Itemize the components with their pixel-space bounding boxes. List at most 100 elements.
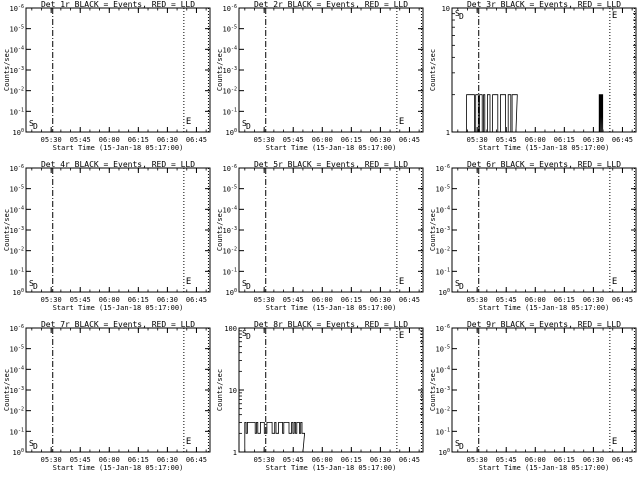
y-tick-label: 10-6 xyxy=(436,324,450,333)
detector-panel: Det 3r BLACK = Events, RED = LLD 1 10 Count… xyxy=(429,0,637,152)
x-axis-label: Start Time (15-Jan-18 05:17:00) xyxy=(266,304,397,312)
x-tick-label: 06:45 xyxy=(612,456,633,464)
y-tick-label: 10 xyxy=(442,5,450,13)
start-marker-label: S xyxy=(29,279,34,288)
x-tick-label: 06:00 xyxy=(525,296,546,304)
y-tick-label: 10-6 xyxy=(10,164,24,173)
plot-frame xyxy=(25,327,211,453)
y-tick-label: 10-5 xyxy=(223,185,237,194)
y-tick-label: 10-2 xyxy=(10,87,24,96)
y-tick-label: 10-3 xyxy=(223,66,237,75)
x-tick-label: 06:15 xyxy=(128,136,149,144)
x-axis-label: Start Time (15-Jan-18 05:17:00) xyxy=(53,304,184,312)
y-tick-label: 1 xyxy=(233,449,237,457)
dash-marker-label: D xyxy=(459,442,464,451)
x-tick-label: 05:45 xyxy=(283,456,304,464)
dash-marker-label: D xyxy=(246,122,251,131)
start-marker-label: S xyxy=(242,119,247,128)
end-marker-label: E xyxy=(612,11,617,21)
x-tick-label: 06:00 xyxy=(99,456,120,464)
y-axis-label: Counts/sec xyxy=(429,369,437,411)
panel-title: Det 5r BLACK = Events, RED = LLD xyxy=(254,160,408,169)
detector-panel: Det 8r BLACK = Events, RED = LLD 1 10 100 Co… xyxy=(216,320,424,472)
x-tick-label: 06:30 xyxy=(370,296,391,304)
y-tick-label: 100 xyxy=(439,448,450,457)
y-tick-label: 10-5 xyxy=(436,345,450,354)
x-tick-label: 05:30 xyxy=(41,456,62,464)
x-tick-label: 06:45 xyxy=(399,456,420,464)
panel-title: Det 3r BLACK = Events, RED = LLD xyxy=(467,0,621,9)
y-tick-label: 10-6 xyxy=(223,4,237,13)
y-axis-label: Counts/sec xyxy=(429,209,437,251)
panel-title: Det 9r BLACK = Events, RED = LLD xyxy=(467,320,621,329)
detector-panel: Det 9r BLACK = Events, RED = LLD 100 10-1 1… xyxy=(429,320,637,472)
end-marker-label: E xyxy=(186,117,191,127)
y-tick-label: 10-2 xyxy=(10,407,24,416)
y-axis-label: Counts/sec xyxy=(3,49,11,91)
plot-frame xyxy=(25,7,211,133)
x-axis-label: Start Time (15-Jan-18 05:17:00) xyxy=(53,464,184,472)
y-tick-label: 10 xyxy=(229,387,237,395)
start-marker-label: S xyxy=(242,329,247,338)
x-tick-label: 06:30 xyxy=(370,136,391,144)
y-tick-label: 100 xyxy=(439,288,450,297)
start-marker-label: S xyxy=(29,439,34,448)
x-tick-label: 05:45 xyxy=(70,456,91,464)
x-tick-label: 06:30 xyxy=(157,136,178,144)
y-tick-label: 100 xyxy=(13,448,24,457)
events-series-extra xyxy=(598,94,604,133)
x-axis-label: Start Time (15-Jan-18 05:17:00) xyxy=(53,144,184,152)
x-axis-label: Start Time (15-Jan-18 05:17:00) xyxy=(479,464,610,472)
plot-frame xyxy=(451,167,637,293)
events-series-line xyxy=(462,94,518,133)
x-tick-label: 06:45 xyxy=(399,136,420,144)
y-tick-label: 10-3 xyxy=(10,386,24,395)
end-marker-label: E xyxy=(399,277,404,287)
x-tick-label: 06:00 xyxy=(525,456,546,464)
y-tick-label: 10-3 xyxy=(10,226,24,235)
dash-marker-label: D xyxy=(246,282,251,291)
x-tick-label: 06:45 xyxy=(612,296,633,304)
dash-marker-label: D xyxy=(33,122,38,131)
y-tick-label: 100 xyxy=(226,288,237,297)
x-tick-label: 06:45 xyxy=(186,296,207,304)
x-tick-label: 05:30 xyxy=(467,296,488,304)
x-tick-label: 06:30 xyxy=(370,456,391,464)
panel-title: Det 4r BLACK = Events, RED = LLD xyxy=(41,160,195,169)
y-tick-label: 10-3 xyxy=(223,226,237,235)
y-tick-label: 10-3 xyxy=(436,226,450,235)
y-axis-label: Counts/sec xyxy=(216,369,224,411)
x-tick-label: 06:15 xyxy=(341,456,362,464)
x-tick-label: 05:30 xyxy=(467,456,488,464)
y-tick-label: 10-2 xyxy=(10,247,24,256)
end-marker-label: E xyxy=(186,277,191,287)
x-tick-label: 06:30 xyxy=(157,296,178,304)
y-tick-label: 10-1 xyxy=(223,107,237,116)
x-tick-label: 06:00 xyxy=(312,456,333,464)
y-tick-label: 10-3 xyxy=(436,386,450,395)
panel-title: Det 7r BLACK = Events, RED = LLD xyxy=(41,320,195,329)
y-tick-label: 10-5 xyxy=(10,25,24,34)
start-marker-label: S xyxy=(455,279,460,288)
y-tick-label: 10-4 xyxy=(10,205,24,214)
y-tick-label: 100 xyxy=(224,325,237,333)
x-tick-label: 06:15 xyxy=(554,296,575,304)
start-marker-label: S xyxy=(29,119,34,128)
detector-panel: Det 5r BLACK = Events, RED = LLD 100 10-1 1… xyxy=(216,160,424,312)
events-series-line xyxy=(244,422,306,453)
y-axis-label: Counts/sec xyxy=(3,209,11,251)
x-axis-label: Start Time (15-Jan-18 05:17:00) xyxy=(266,144,397,152)
x-tick-label: 05:45 xyxy=(496,296,517,304)
y-tick-label: 10-1 xyxy=(10,267,24,276)
panel-title: Det 8r BLACK = Events, RED = LLD xyxy=(254,320,408,329)
x-tick-label: 06:00 xyxy=(525,136,546,144)
x-tick-label: 05:45 xyxy=(496,136,517,144)
end-marker-label: E xyxy=(612,437,617,447)
y-tick-label: 10-1 xyxy=(436,427,450,436)
x-tick-label: 06:15 xyxy=(554,456,575,464)
x-tick-label: 05:45 xyxy=(283,296,304,304)
y-tick-label: 10-2 xyxy=(223,247,237,256)
y-axis-label: Counts/sec xyxy=(216,49,224,91)
x-tick-label: 06:00 xyxy=(312,136,333,144)
x-tick-label: 06:15 xyxy=(128,296,149,304)
